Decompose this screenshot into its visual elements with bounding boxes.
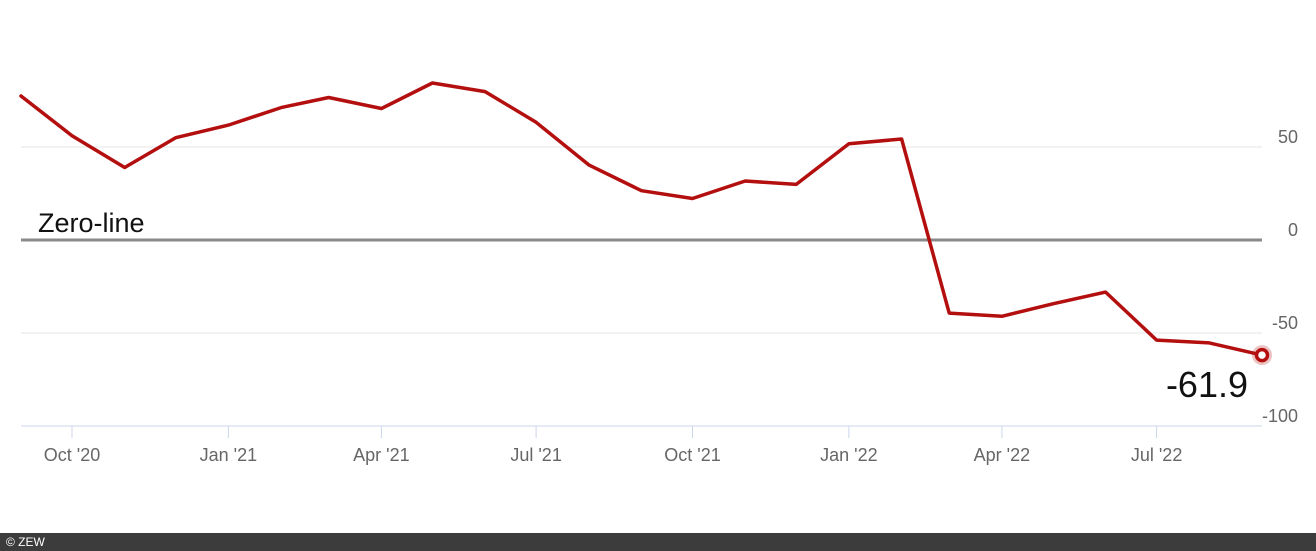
y-tick-label: 0 — [1288, 220, 1298, 240]
x-tick-label: Apr '21 — [353, 445, 409, 465]
y-tick-label: -100 — [1262, 406, 1298, 426]
last-point-marker — [1254, 347, 1270, 363]
x-tick-label: Jan '21 — [200, 445, 257, 465]
series-line — [19, 81, 1264, 357]
credit-footer: © ZEW — [0, 533, 1316, 551]
x-tick-label: Oct '21 — [664, 445, 720, 465]
zero-line-label: Zero-line — [38, 208, 145, 238]
last-value-label: -61.9 — [1166, 364, 1248, 405]
x-tick-label: Apr '22 — [974, 445, 1030, 465]
copyright-text: © ZEW — [6, 535, 45, 549]
series — [19, 81, 1272, 366]
y-tick-label: -50 — [1272, 313, 1298, 333]
x-axis: Oct '20 Jan '21 Apr '21 Jul '21 Oct '21 Jan '… — [21, 425, 1262, 465]
y-tick-label: 50 — [1278, 127, 1298, 147]
x-tick-label: Jul '22 — [1131, 445, 1182, 465]
x-tick-label: Oct '20 — [44, 445, 100, 465]
y-axis: 50 0 -50 -100 — [1262, 127, 1298, 426]
grid-lines — [21, 146, 1262, 334]
x-tick-label: Jul '21 — [510, 445, 561, 465]
line-chart: Oct '20 Jan '21 Apr '21 Jul '21 Oct '21 Jan '… — [19, 81, 1298, 465]
x-tick-label: Jan '22 — [820, 445, 877, 465]
